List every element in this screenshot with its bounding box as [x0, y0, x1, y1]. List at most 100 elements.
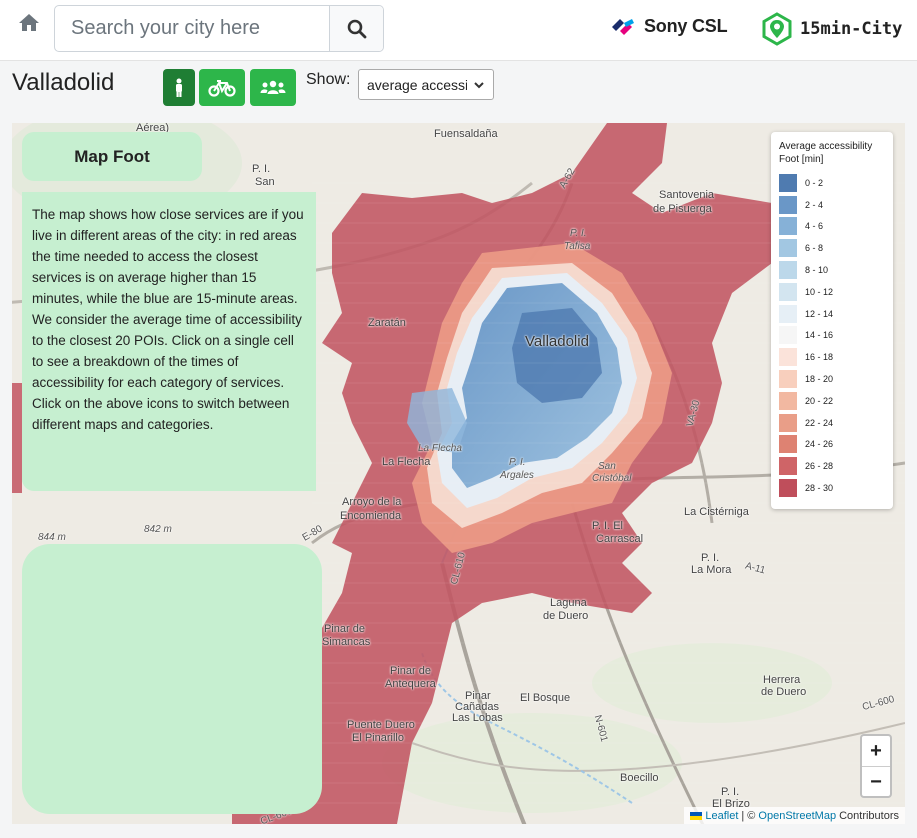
legend-label: 24 - 26	[805, 439, 834, 450]
map-label: P. I.	[509, 457, 526, 468]
search-input[interactable]	[55, 6, 330, 51]
map-label: Pinar	[465, 690, 491, 702]
legend-swatch	[779, 173, 797, 192]
legend-item: 18 - 20	[779, 368, 885, 390]
zoom-in-button[interactable]: +	[862, 736, 890, 767]
map-label: La Flecha	[382, 456, 431, 468]
legend-swatch	[779, 261, 797, 280]
legend-swatch	[779, 413, 797, 432]
walking-person-icon	[176, 78, 182, 97]
legend-title: Average accessibility Foot [min]	[779, 141, 873, 165]
map-label: El Pinarillo	[352, 732, 404, 744]
legend-label: 22 - 24	[805, 417, 834, 428]
map-label: Cristóbal	[592, 473, 632, 484]
legend-item: 26 - 28	[779, 455, 885, 477]
map-label: Santovenia	[659, 189, 715, 201]
mode-foot-button[interactable]	[163, 69, 195, 106]
legend-swatch	[779, 195, 797, 214]
legend-item: 22 - 24	[779, 412, 885, 434]
osm-link[interactable]: OpenStreetMap	[758, 809, 837, 822]
legend-item: 20 - 22	[779, 390, 885, 412]
legend-item: 28 - 30	[779, 477, 885, 499]
map-label: P. I.	[252, 163, 271, 175]
15min-city-logo: 15min-City	[760, 12, 902, 46]
legend-item: 24 - 26	[779, 434, 885, 456]
map-label: Simancas	[322, 636, 371, 648]
top-bar: Sony CSL 15min-City	[0, 0, 917, 61]
legend-item: 4 - 6	[779, 216, 885, 238]
legend-swatch	[779, 435, 797, 454]
attribution-contributors: Contributors	[839, 809, 899, 822]
map-label: 844 m	[38, 532, 66, 543]
legend-label: 2 - 4	[805, 199, 824, 210]
legend-item: 6 - 8	[779, 237, 885, 259]
map-label: Fuensaldaña	[434, 128, 498, 140]
map-label: P. I.	[570, 228, 587, 239]
map-label: 842 m	[144, 524, 172, 535]
legend-label: 0 - 2	[805, 177, 824, 188]
chevron-down-icon	[474, 82, 484, 89]
legend-item: 8 - 10	[779, 259, 885, 281]
sony-csl-logo: Sony CSL	[610, 16, 728, 37]
map-label: Las Lobas	[452, 712, 503, 724]
map-label: Aérea)	[136, 123, 170, 134]
zoom-control: + −	[860, 734, 892, 798]
legend-label: 14 - 16	[805, 330, 834, 341]
legend-label: 20 - 22	[805, 395, 834, 406]
map-label: La Mora	[691, 564, 732, 576]
map-label: La Flecha	[418, 443, 462, 454]
legend-swatch	[779, 304, 797, 323]
city-search	[54, 5, 384, 52]
map-label: Zaratán	[368, 317, 406, 329]
search-button[interactable]	[329, 6, 383, 51]
leaflet-link[interactable]: Leaflet	[705, 809, 739, 822]
map-label: Herrera	[763, 674, 801, 686]
legend-item: 2 - 4	[779, 194, 885, 216]
legend-item: 12 - 14	[779, 303, 885, 325]
map-label: La Cistérniga	[684, 506, 749, 518]
legend-label: 6 - 8	[805, 243, 824, 254]
legend-label: 26 - 28	[805, 461, 834, 472]
legend-swatch	[779, 348, 797, 367]
legend-swatch	[779, 370, 797, 389]
map-label: San	[598, 461, 616, 472]
legend-swatch	[779, 239, 797, 258]
attribution-separator: | ©	[741, 809, 756, 822]
map-label: Encomienda	[340, 510, 402, 522]
map-label: Pinar de	[390, 665, 431, 677]
map-label: Boecillo	[620, 772, 659, 784]
map-label: Tafisa	[564, 241, 591, 252]
legend-label: 8 - 10	[805, 265, 829, 276]
map-type-select[interactable]: average accessibility	[358, 69, 494, 100]
map-label: Pinar de	[324, 623, 365, 635]
mode-bike-button[interactable]	[199, 69, 245, 106]
legend-item: 0 - 2	[779, 172, 885, 194]
home-icon[interactable]	[18, 12, 40, 34]
zoom-out-button[interactable]: −	[870, 770, 882, 793]
legend-swatch	[779, 217, 797, 236]
ukraine-flag-icon	[690, 811, 703, 820]
map-label: Cañadas	[455, 701, 500, 713]
legend-swatch	[779, 457, 797, 476]
legend-swatch	[779, 479, 797, 498]
legend-label: 4 - 6	[805, 221, 824, 232]
legend-item: 10 - 12	[779, 281, 885, 303]
map-label: Puente Duero	[347, 719, 415, 731]
legend-swatch	[779, 326, 797, 345]
map-label: El Bosque	[520, 692, 571, 704]
map-label: de Duero	[761, 686, 807, 698]
legend-swatch	[779, 391, 797, 410]
show-label: Show:	[306, 71, 351, 88]
map-description: The map shows how close services are if …	[22, 192, 316, 491]
map-label: de Duero	[543, 610, 589, 622]
map-label: Antequera	[385, 678, 436, 690]
mode-people-button[interactable]	[250, 69, 296, 106]
map-type-selected: average accessibility	[367, 76, 467, 93]
map-legend: Average accessibility Foot [min] 0 - 2 2 …	[771, 132, 893, 509]
legend-item: 16 - 18	[779, 346, 885, 368]
bicycle-icon	[208, 79, 236, 97]
map-label: de Pisuerga	[653, 203, 712, 215]
sony-csl-mark-icon	[612, 18, 634, 35]
map-label: Carrascal	[596, 533, 644, 545]
15min-city-mark-icon	[762, 12, 792, 46]
